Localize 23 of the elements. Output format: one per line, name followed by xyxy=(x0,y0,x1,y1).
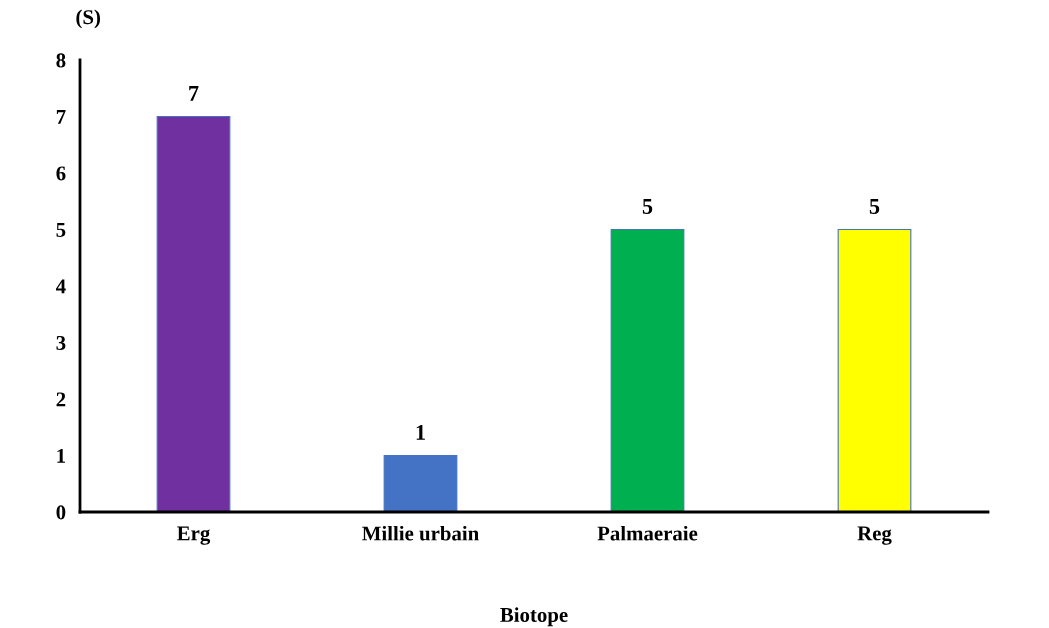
bar xyxy=(383,454,458,512)
data-label: 5 xyxy=(642,199,653,214)
y-tick-label: 1 xyxy=(57,448,66,463)
y-axis-title: (S) xyxy=(76,9,101,29)
y-tick-label: 2 xyxy=(56,392,66,407)
data-label: 7 xyxy=(189,86,199,101)
bar xyxy=(837,228,912,512)
x-tick-label: Millie urbain xyxy=(362,525,479,541)
y-tick-label: 7 xyxy=(56,110,66,124)
y-tick-label: 5 xyxy=(56,223,66,237)
data-label: 1 xyxy=(416,424,425,440)
y-tick-label: 6 xyxy=(56,166,66,181)
x-tick-label: Palmaeraie xyxy=(597,525,698,541)
x-tick-label: Erg xyxy=(177,526,211,545)
y-tick-label: 3 xyxy=(56,335,66,350)
y-tick-label: 4 xyxy=(55,279,66,294)
x-axis-title: Biotope xyxy=(500,607,568,627)
bar xyxy=(610,228,685,512)
x-tick-label: Reg xyxy=(857,526,892,545)
y-tick-label: 0 xyxy=(56,505,66,520)
data-label: 5 xyxy=(869,199,880,214)
bar xyxy=(156,115,231,512)
y-tick-label: 8 xyxy=(56,53,66,68)
